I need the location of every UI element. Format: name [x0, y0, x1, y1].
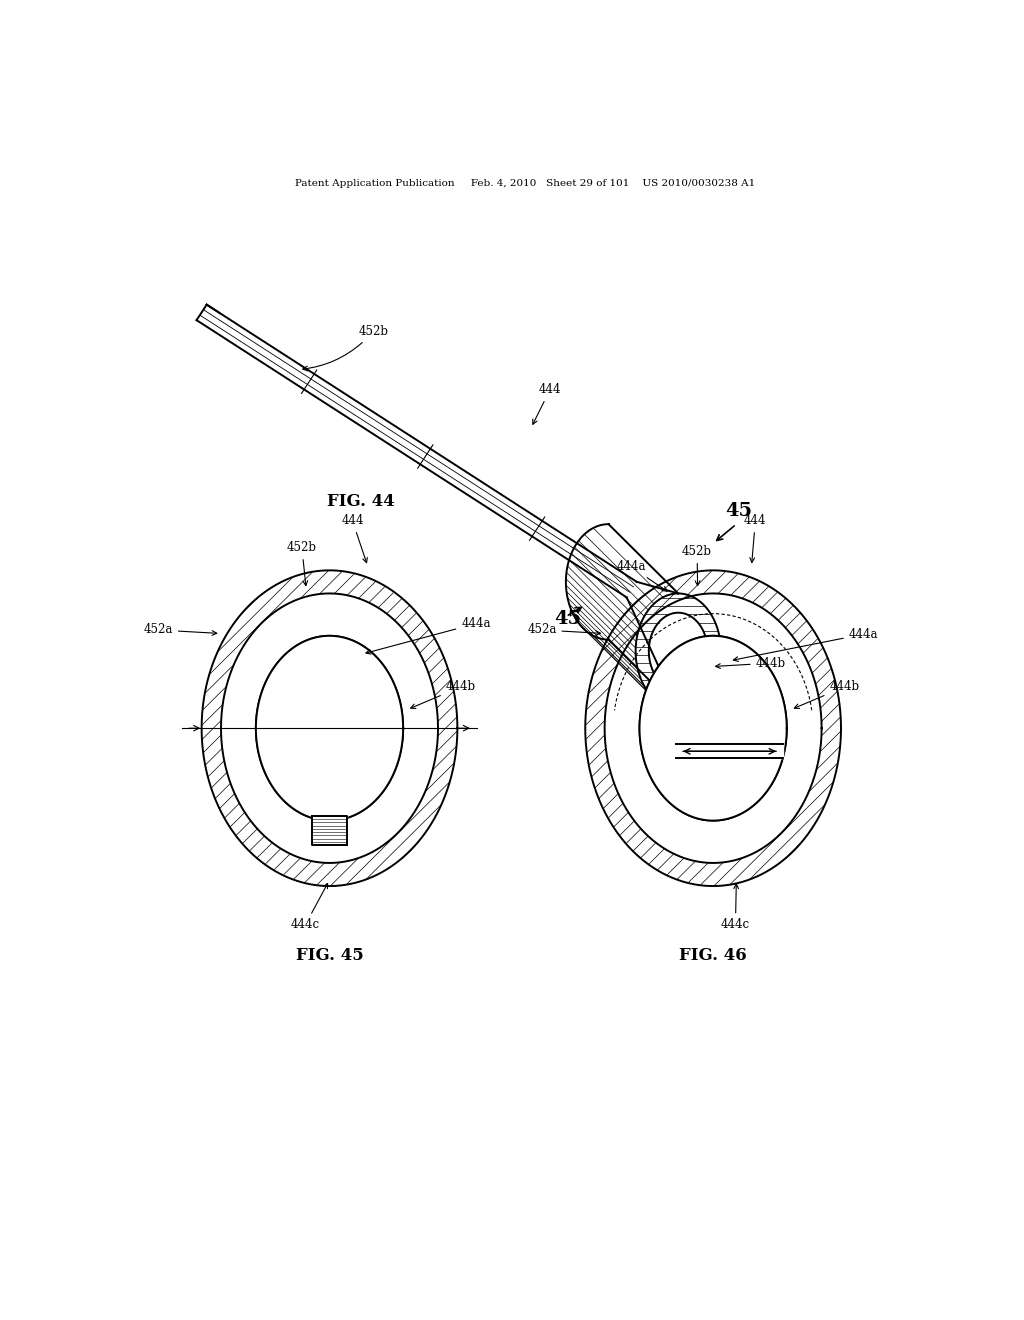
Text: 444: 444	[744, 515, 767, 562]
Ellipse shape	[256, 636, 403, 821]
Polygon shape	[676, 744, 783, 758]
Polygon shape	[312, 816, 346, 845]
Text: 444b: 444b	[411, 681, 476, 709]
Text: 444: 444	[341, 515, 368, 562]
Text: 444b: 444b	[795, 681, 859, 709]
Ellipse shape	[640, 636, 786, 821]
Text: 452a: 452a	[527, 623, 600, 636]
Text: 452b: 452b	[303, 325, 388, 371]
Text: FIG. 45: FIG. 45	[296, 946, 364, 964]
Text: FIG. 46: FIG. 46	[679, 946, 746, 964]
Text: 452b: 452b	[682, 545, 712, 586]
Text: 444a: 444a	[733, 628, 879, 661]
Text: Patent Application Publication     Feb. 4, 2010   Sheet 29 of 101    US 2010/003: Patent Application Publication Feb. 4, 2…	[295, 178, 755, 187]
Text: FIG. 44: FIG. 44	[327, 492, 394, 510]
Text: 444: 444	[532, 383, 561, 424]
Text: 444a: 444a	[366, 618, 490, 655]
Text: 45: 45	[725, 503, 752, 520]
Text: 452a: 452a	[143, 623, 217, 636]
Text: 444c: 444c	[291, 883, 328, 932]
Text: 444c: 444c	[721, 884, 750, 932]
Text: 444b: 444b	[716, 656, 785, 669]
Text: 45: 45	[554, 610, 582, 628]
Text: 452b: 452b	[287, 541, 316, 586]
Text: 444a: 444a	[616, 561, 668, 591]
